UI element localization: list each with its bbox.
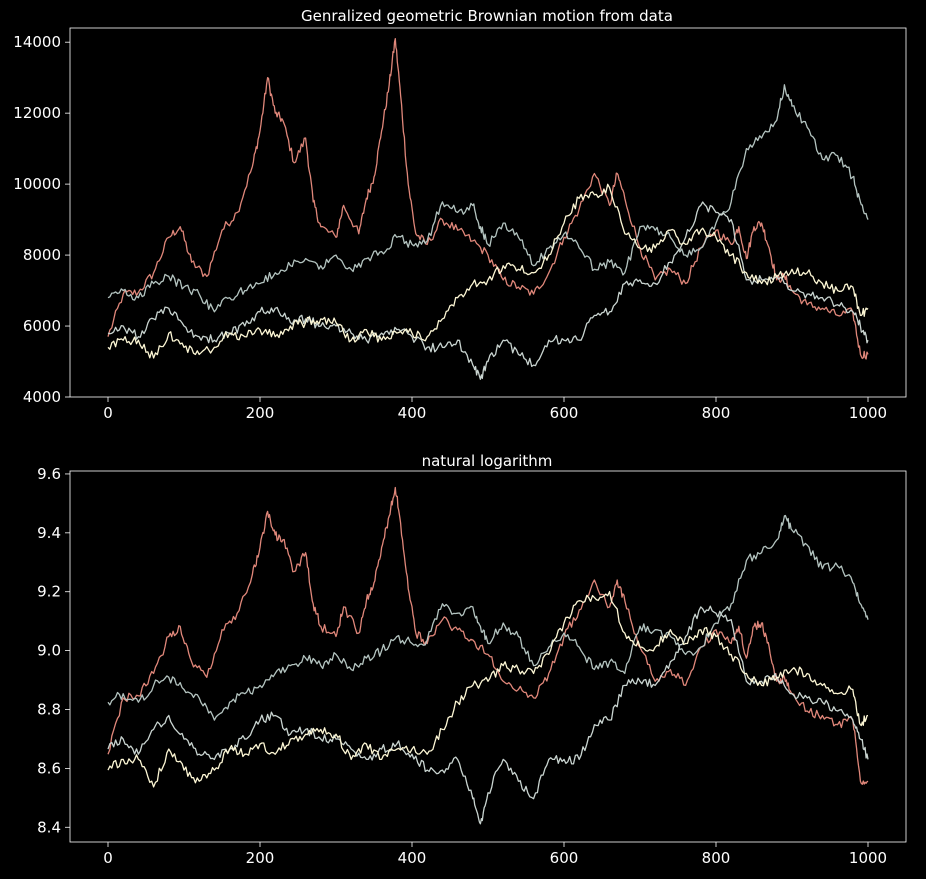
- x-tick-label: 1000: [849, 849, 887, 867]
- y-tick-label: 4000: [23, 388, 61, 406]
- series-line: [107, 84, 869, 313]
- x-tick-label: 0: [103, 404, 113, 422]
- y-tick-label: 8.6: [37, 759, 61, 777]
- y-tick-label: 6000: [23, 317, 61, 335]
- series-line: [107, 37, 869, 360]
- series-line: [107, 183, 869, 359]
- y-tick-label: 9.4: [37, 524, 61, 542]
- y-tick-label: 12000: [13, 104, 61, 122]
- plot-frame: [69, 27, 907, 398]
- y-tick-label: 14000: [13, 33, 61, 51]
- x-tick-label: 800: [702, 849, 731, 867]
- x-tick-label: 400: [398, 849, 427, 867]
- y-tick-label: 10000: [13, 175, 61, 193]
- y-tick-label: 8.8: [37, 701, 61, 719]
- x-tick-label: 800: [702, 404, 731, 422]
- chart-title: Genralized geometric Brownian motion fro…: [301, 7, 673, 25]
- y-tick-label: 8000: [23, 246, 61, 264]
- x-tick-label: 600: [550, 404, 579, 422]
- series-line: [107, 590, 869, 788]
- x-tick-label: 200: [246, 849, 275, 867]
- series-line: [107, 514, 869, 721]
- x-tick-label: 600: [550, 849, 579, 867]
- x-tick-label: 200: [246, 404, 275, 422]
- series-line: [107, 201, 869, 380]
- chart-title: natural logarithm: [422, 452, 553, 470]
- chart-gbm: Genralized geometric Brownian motion fro…: [13, 7, 907, 422]
- series-line: [107, 486, 869, 785]
- y-tick-label: 9.6: [37, 465, 61, 483]
- x-tick-label: 1000: [849, 404, 887, 422]
- y-tick-label: 9.0: [37, 642, 61, 660]
- chart-natural-log: natural logarithm 0 200 400 600 800 1000 8.4 8.…: [37, 452, 907, 867]
- y-tick-label: 8.4: [37, 818, 61, 836]
- y-tick-label: 9.2: [37, 583, 61, 601]
- plot-frame: [69, 470, 907, 843]
- x-tick-label: 400: [398, 404, 427, 422]
- x-tick-label: 0: [103, 849, 113, 867]
